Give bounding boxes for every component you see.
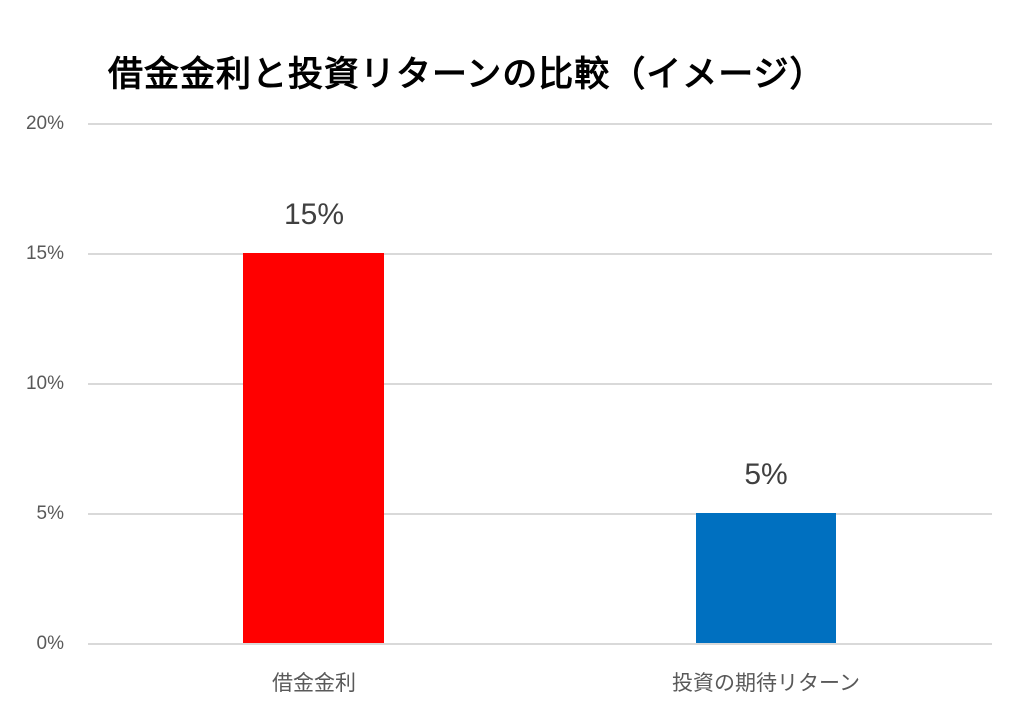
- x-tick-label: 投資の期待リターン: [672, 671, 860, 695]
- gridline: [88, 253, 992, 255]
- gridline: [88, 513, 992, 515]
- data-label-investment-return: 5%: [744, 458, 788, 491]
- bar-investment-return: [696, 513, 836, 643]
- y-tick-label: 15%: [25, 243, 64, 264]
- y-tick-label: 0%: [36, 633, 64, 654]
- y-tick-label: 10%: [25, 373, 64, 394]
- y-tick-label: 20%: [25, 113, 64, 134]
- gridline: [88, 123, 992, 125]
- plot-area: [88, 123, 992, 645]
- gridline: [88, 383, 992, 385]
- y-tick-label: 5%: [36, 503, 64, 524]
- chart-title: 借金金利と投資リターンの比較（イメージ）: [108, 55, 826, 95]
- x-tick-label: 借金金利: [272, 671, 356, 695]
- x-axis-line: [88, 643, 992, 645]
- data-label-loan-interest: 15%: [283, 198, 345, 231]
- bar-loan-interest: [243, 253, 384, 643]
